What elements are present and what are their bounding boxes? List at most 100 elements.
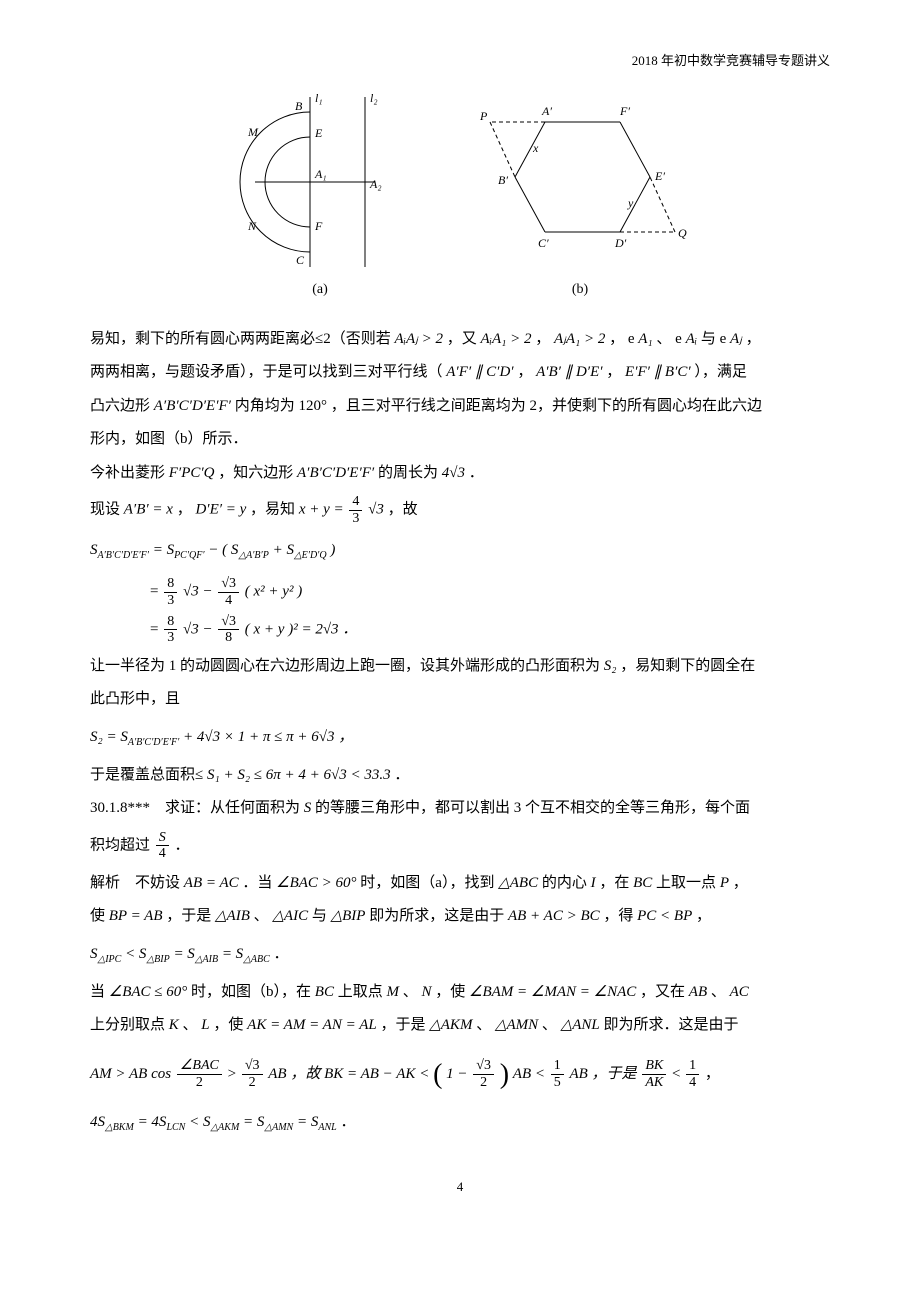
text: ，使 — [213, 1017, 247, 1033]
math: S₂ — [604, 658, 617, 674]
den: 8 — [218, 630, 239, 645]
den: 4 — [686, 1075, 699, 1090]
sub: A′B′C′D′E′F′ — [128, 737, 179, 748]
text: 时，如图（b），在 — [191, 984, 315, 1000]
text: 易知，剩下的所有圆心两两距离必≤2（否则若 — [90, 331, 395, 347]
label-M: M — [247, 125, 259, 139]
text: ，又 — [447, 331, 481, 347]
text: 今补出菱形 — [90, 465, 169, 481]
problem-statement-2: 积均超过 S4 ． — [90, 830, 830, 862]
sub: △AKM — [210, 1122, 239, 1133]
text: 、 — [542, 1017, 561, 1033]
label-x: x — [532, 141, 539, 155]
den: 2 — [177, 1075, 222, 1090]
math: BC — [315, 984, 334, 1000]
math: < S — [189, 1114, 210, 1130]
math: = S — [222, 946, 243, 962]
text: 即为所求．这是由于 — [603, 1017, 738, 1033]
text: ，易知剩下的圆全在 — [620, 658, 755, 674]
text: 上取点 — [338, 984, 387, 1000]
math: S — [90, 542, 98, 558]
label-Q: Q — [678, 226, 687, 240]
text: 积均超过 — [90, 837, 154, 853]
math: AB < — [513, 1066, 549, 1082]
text: 时，如图（a），找到 — [360, 875, 498, 891]
text: ，且三对平行线之间距离均为 2，并使剩下的所有圆心均在此六边 — [331, 398, 762, 414]
den: 2 — [242, 1075, 263, 1090]
paragraph-1: 易知，剩下的所有圆心两两距离必≤2（否则若 AᵢAⱼ > 2 ，又 AᵢA₁ >… — [90, 327, 830, 353]
math: ( x + y )² = 2√3 ． — [245, 621, 358, 637]
den: 3 — [164, 630, 177, 645]
label-C: C — [296, 253, 305, 267]
sub: LCN — [166, 1122, 185, 1133]
text: 、 — [403, 984, 422, 1000]
text: ， — [705, 1066, 720, 1082]
sub: △ABC — [243, 954, 270, 965]
text: 的周长为 — [378, 465, 442, 481]
figure-a: B l₁ l₂ M E A₁ A₂ N F C (a) — [230, 92, 410, 302]
num: √3 — [242, 1058, 263, 1074]
equation-5: S△IPC < S△BIP = S△AIB = S△ABC ． — [90, 942, 830, 968]
text: 即为所求，这是由于 — [369, 908, 508, 924]
math: AB ，故 BK = AB − AK < — [268, 1066, 433, 1082]
equation-7: 4S△BKM = 4SLCN < S△AKM = S△AMN = SANL ． — [90, 1110, 830, 1136]
text: 、 — [254, 908, 273, 924]
math: = S — [153, 542, 174, 558]
label-Aprime: A′ — [541, 104, 552, 118]
math: = — [150, 621, 162, 637]
text: ，得 — [603, 908, 637, 924]
page-number: 4 — [90, 1176, 830, 1198]
text: 120° — [298, 398, 327, 414]
figure-b-svg: P A′ F′ x E′ B′ y C′ D′ Q — [470, 92, 690, 272]
math: △BIP — [331, 908, 366, 924]
text: 、 — [183, 1017, 202, 1033]
math: S — [304, 800, 312, 816]
text: 于是覆盖总面积≤ — [90, 767, 207, 783]
text: 让一半径为 1 的动圆圆心在六边形周边上跑一圈，设其外端形成的凸形面积为 — [90, 658, 604, 674]
math: √3 — [368, 502, 384, 518]
math: △ANL — [561, 1017, 600, 1033]
text: ， — [606, 364, 625, 380]
math: N — [422, 984, 432, 1000]
label-E: E — [314, 126, 323, 140]
den: 5 — [551, 1075, 564, 1090]
math: AB — [689, 984, 707, 1000]
den: 4 — [218, 593, 239, 608]
num: S — [156, 830, 169, 846]
label-A2: A₂ — [369, 177, 382, 191]
text: 、 e — [656, 331, 685, 347]
problem-statement: 30.1.8*** 求证：从任何面积为 S 的等腰三角形中，都可以割出 3 个互… — [90, 796, 830, 822]
math: AB ，于是 — [569, 1066, 640, 1082]
text: ． — [274, 946, 289, 962]
text: 与 e — [701, 331, 730, 347]
math: F′PC′Q — [169, 465, 215, 481]
math: = S — [297, 1114, 318, 1130]
math: AB + AC > BC — [508, 908, 600, 924]
text: 的等腰三角形中，都可以割出 3 个互不相交的全等三角形，每个面 — [315, 800, 750, 816]
math: ∠BAC ≤ 60° — [109, 984, 188, 1000]
text: ， — [696, 908, 711, 924]
text: 上取一点 — [656, 875, 720, 891]
text: ，易知 — [250, 502, 299, 518]
math: 4√3 — [442, 465, 465, 481]
text: ， — [733, 875, 748, 891]
math: 4S — [90, 1114, 105, 1130]
math: √3 − — [183, 621, 216, 637]
den: 3 — [349, 511, 362, 526]
den: 3 — [164, 593, 177, 608]
den: AK — [642, 1075, 666, 1090]
math: A′F′ ∥ C′D′ — [446, 364, 513, 380]
text: ，又在 — [640, 984, 689, 1000]
text: 与 — [312, 908, 331, 924]
math: = — [150, 584, 162, 600]
sub: △E′D′Q — [294, 550, 327, 561]
solution-3: 当 ∠BAC ≤ 60° 时，如图（b），在 BC 上取点 M 、 N ，使 ∠… — [90, 980, 830, 1006]
text: ，故 — [388, 502, 418, 518]
math: △AMN — [495, 1017, 538, 1033]
label-l2: l₂ — [370, 92, 378, 105]
math: x + y = — [299, 502, 348, 518]
math: △AKM — [429, 1017, 472, 1033]
text: ． — [340, 1114, 355, 1130]
math: P — [720, 875, 729, 891]
text: ．当 — [242, 875, 276, 891]
